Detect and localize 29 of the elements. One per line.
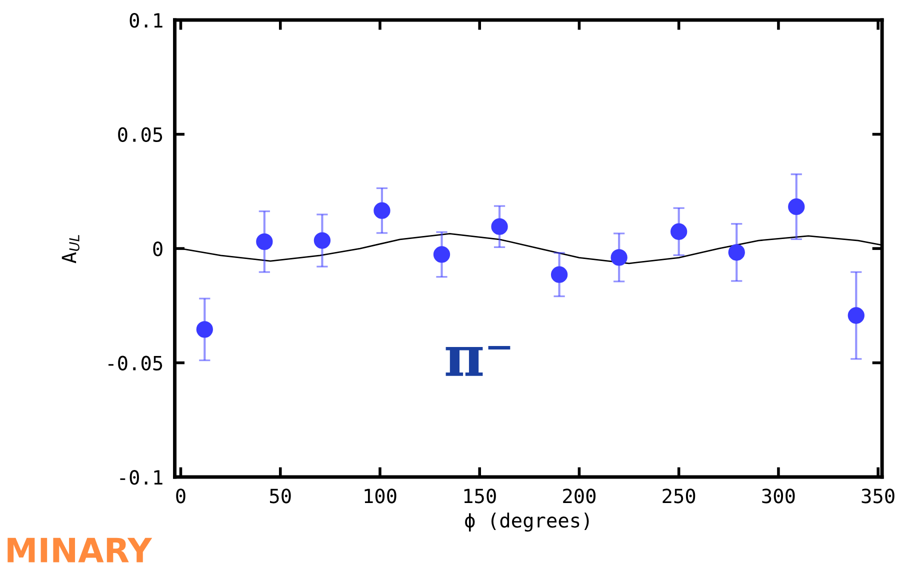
- y-tick-label: 0.05: [118, 127, 162, 142]
- point: [314, 232, 331, 249]
- y-tick-label: -0.05: [108, 356, 162, 371]
- point: [610, 249, 628, 266]
- y-tick-label: -0.1: [120, 470, 162, 485]
- point: [256, 233, 273, 250]
- point: [196, 321, 213, 338]
- x-tick-label: 200: [563, 488, 596, 504]
- point: [728, 244, 745, 261]
- x-axis-title: ϕ (degrees): [465, 512, 589, 532]
- point: [491, 218, 508, 235]
- point: [433, 246, 450, 263]
- point: [848, 307, 864, 324]
- x-tick-label: 250: [662, 488, 696, 504]
- point: [788, 198, 805, 216]
- y-axis-title: A$_{UL}$: [62, 234, 80, 264]
- x-tick-label: 100: [364, 488, 396, 504]
- x-tick-label: 150: [464, 488, 496, 504]
- y-tick-label: 0.1: [130, 13, 162, 28]
- text: MINARY: [8, 538, 152, 562]
- x-tick-label: 50: [270, 488, 291, 504]
- x-tick-label: 0: [176, 488, 186, 504]
- point: [374, 202, 390, 219]
- annotation: π⁻: [446, 346, 510, 376]
- point: [550, 266, 568, 283]
- y-tick-label: 0: [153, 242, 162, 256]
- x-tick-label: 350: [862, 488, 894, 504]
- x-tick-label: 300: [762, 488, 795, 504]
- point: [670, 223, 688, 240]
